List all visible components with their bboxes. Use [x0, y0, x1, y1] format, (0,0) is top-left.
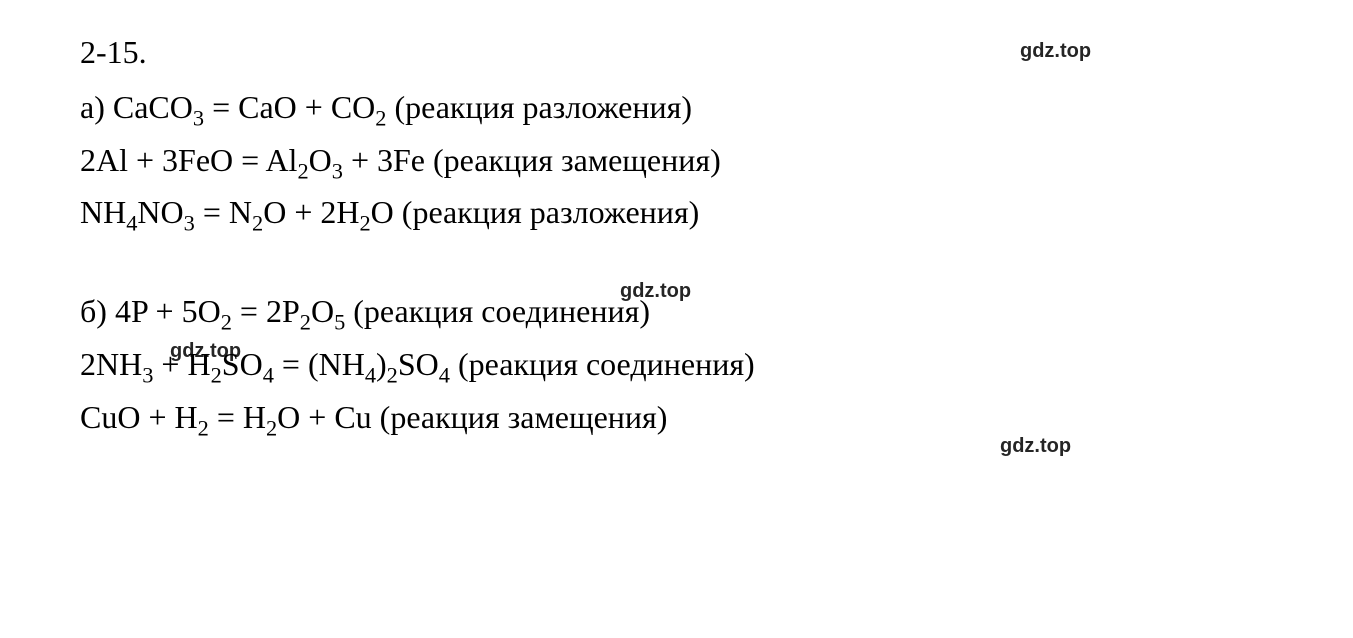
equation-text-b3: CuO + H2 = H2O + Cu (реакция замещения) — [80, 399, 667, 435]
problem-number: 2-15. — [80, 30, 1273, 75]
section-a-eq1: а) CaCO3 = CaO + CO2 (реакция разложения… — [80, 85, 1273, 134]
section-b-eq2: 2NH3 + H2SO4 = (NH4)2SO4 (реакция соедин… — [80, 342, 1273, 391]
watermark-2: gdz.top — [620, 280, 691, 303]
watermark-3: gdz.top — [170, 340, 241, 363]
section-b-label: б) — [80, 293, 107, 329]
equation-text-a2: 2Al + 3FeO = Al2O3 + 3Fe (реакция замеще… — [80, 142, 721, 178]
section-a-label: а) — [80, 89, 105, 125]
watermark-1: gdz.top — [1020, 40, 1091, 63]
watermark-4: gdz.top — [1000, 435, 1071, 458]
section-a-eq2: 2Al + 3FeO = Al2O3 + 3Fe (реакция замеще… — [80, 138, 1273, 187]
equation-text-a1: CaCO3 = CaO + CO2 (реакция разложения) — [113, 89, 692, 125]
document-content: 2-15. а) CaCO3 = CaO + CO2 (реакция разл… — [0, 0, 1353, 477]
section-b-eq3: CuO + H2 = H2O + Cu (реакция замещения) — [80, 395, 1273, 444]
section-a-eq3: NH4NO3 = N2O + 2H2O (реакция разложения) — [80, 190, 1273, 239]
equation-text-a3: NH4NO3 = N2O + 2H2O (реакция разложения) — [80, 194, 699, 230]
equation-text-b1: 4P + 5O2 = 2P2O5 (реакция соединения) — [115, 293, 650, 329]
